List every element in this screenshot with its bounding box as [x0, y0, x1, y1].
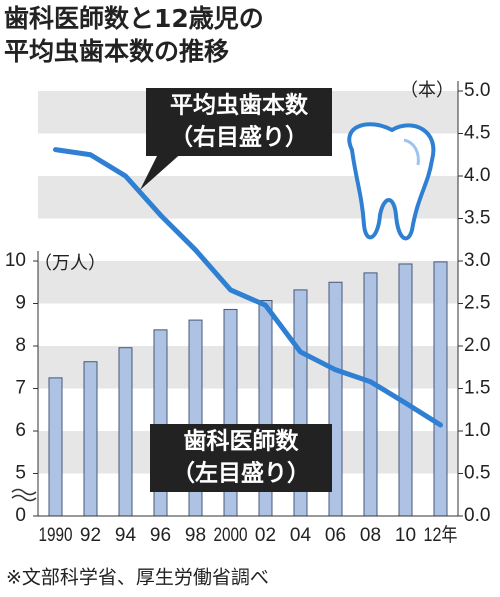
- x-tick-label: 10: [395, 525, 416, 546]
- line: [53, 147, 443, 428]
- x-tick-label: 92: [80, 525, 101, 546]
- y-tick-label: 5: [15, 463, 26, 484]
- source-note: ※文部科学省、厚生労働省調べ: [6, 567, 269, 589]
- series-name: 平均虫歯本数: [170, 92, 309, 119]
- x-tick-label: 96: [150, 525, 171, 546]
- bar: [118, 347, 133, 517]
- y-tick-label: 0: [15, 505, 26, 526]
- y2-tick-label: 4.5: [464, 123, 490, 144]
- y2-tick-label: 2.0: [464, 335, 490, 356]
- x-tick-label: 04: [290, 525, 312, 546]
- callout-pointer: [140, 150, 185, 190]
- x-tick-label: 12年: [424, 524, 458, 546]
- y-tick-label: 9: [15, 293, 26, 314]
- y2-tick-label: 3.5: [464, 208, 490, 229]
- x-tick-label: 1990: [39, 525, 73, 546]
- x-tick-label: 94: [115, 525, 137, 546]
- grid-band: [38, 346, 458, 389]
- y-tick-label: 10: [5, 250, 26, 271]
- bar: [83, 361, 98, 517]
- tooth-icon: [347, 122, 436, 241]
- tooth-shine: [403, 138, 420, 166]
- y-tick-label: 8: [15, 335, 26, 356]
- y2-axis-label: （本）: [400, 80, 454, 101]
- y-tick-label: 7: [15, 378, 26, 399]
- y2-tick-label: 1.0: [464, 420, 490, 441]
- y2-tick-label: 3.0: [464, 250, 490, 271]
- x-tick-label: 98: [185, 525, 206, 546]
- x-tick-label: 2000: [214, 525, 248, 546]
- axis-break: [11, 488, 37, 502]
- y2-tick-label: 0.0: [464, 505, 490, 526]
- y-tick-label: 6: [15, 420, 26, 441]
- x-tick-label: 02: [255, 525, 276, 546]
- chart-title: 平均虫歯本数の推移: [4, 37, 229, 66]
- x-tick-label: 08: [360, 525, 381, 546]
- bar: [363, 272, 378, 517]
- x-tick-label: 06: [325, 525, 346, 546]
- annotation: （右目盛り）: [170, 124, 308, 151]
- y-axis-label: （万人）: [34, 253, 106, 274]
- y2-tick-label: 1.5: [464, 378, 490, 399]
- annotation: （左目盛り）: [172, 460, 310, 487]
- callout-box: [150, 424, 332, 492]
- bar: [398, 263, 413, 517]
- bar: [48, 377, 63, 517]
- callout-box: [146, 88, 332, 156]
- chart-title: 歯科医師数と12歳児の: [4, 4, 264, 33]
- y2-tick-label: 0.5: [464, 463, 490, 484]
- bar: [433, 261, 448, 517]
- series-name: 歯科医師数: [184, 428, 300, 455]
- y2-tick-label: 2.5: [464, 293, 490, 314]
- y2-tick-label: 5.0: [464, 80, 490, 101]
- y2-tick-label: 4.0: [464, 165, 490, 186]
